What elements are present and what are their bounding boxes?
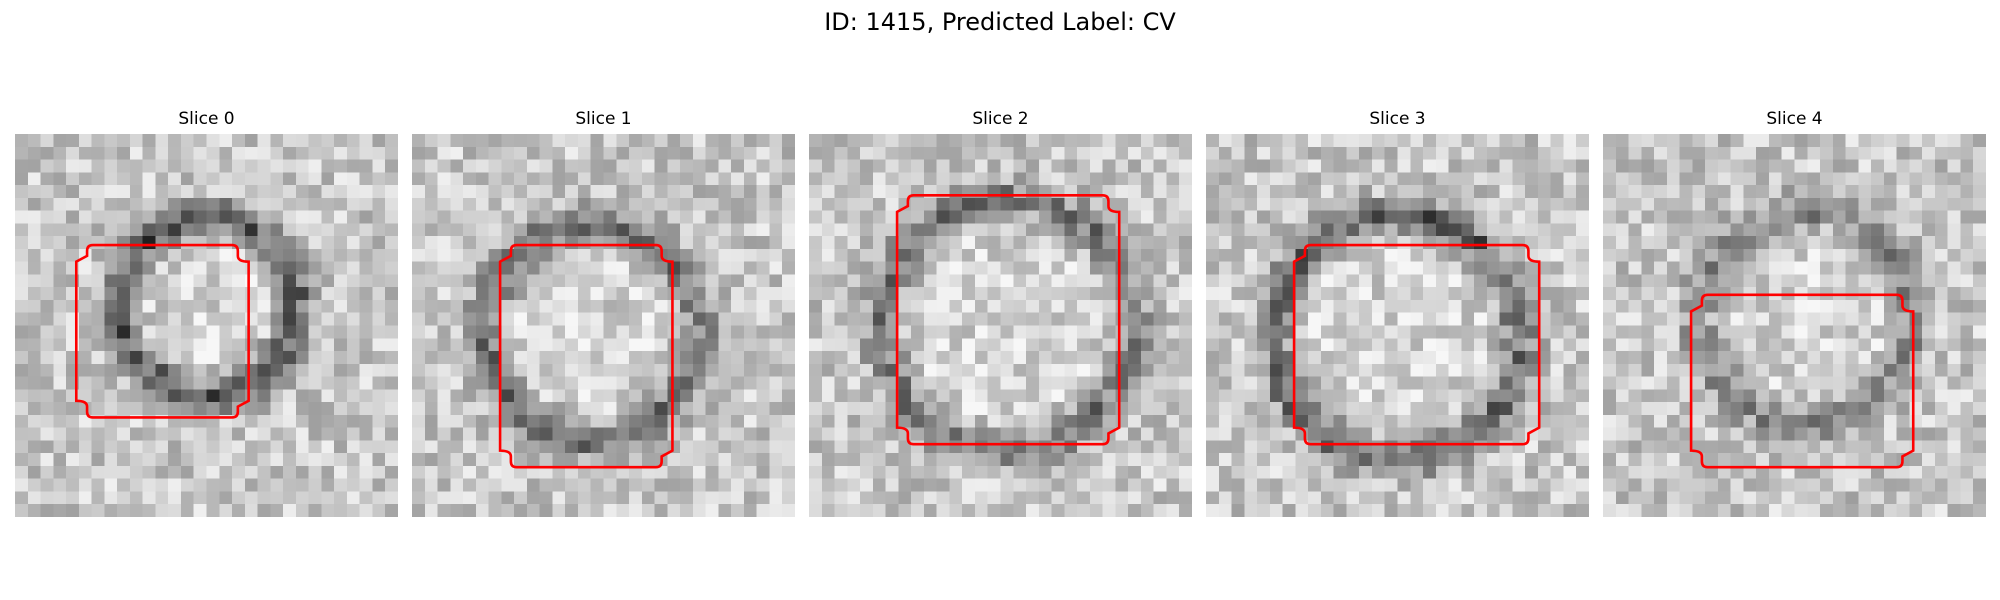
slice-panel-1: Slice 1 bbox=[412, 108, 795, 517]
segmentation-contour bbox=[498, 243, 674, 469]
red-contour-path bbox=[74, 243, 250, 419]
grayscale-slice bbox=[1603, 134, 1986, 517]
red-contour-path bbox=[1292, 243, 1541, 446]
segmentation-contour bbox=[74, 243, 250, 419]
slice-image bbox=[412, 134, 795, 517]
slice-title: Slice 4 bbox=[1766, 109, 1823, 129]
slice-panel-3: Slice 3 bbox=[1206, 108, 1589, 517]
segmentation-contour bbox=[1292, 243, 1541, 446]
grayscale-slice bbox=[1206, 134, 1589, 517]
slice-image bbox=[1603, 134, 1986, 517]
red-contour-path bbox=[498, 243, 674, 469]
red-contour-path bbox=[895, 193, 1121, 446]
figure-title: ID: 1415, Predicted Label: CV bbox=[824, 8, 1176, 36]
grayscale-slice bbox=[15, 134, 398, 517]
slice-title: Slice 1 bbox=[575, 109, 632, 129]
slice-title: Slice 3 bbox=[1369, 109, 1426, 129]
grayscale-slice bbox=[809, 134, 1192, 517]
slice-panel-0: Slice 0 bbox=[15, 108, 398, 517]
slice-image bbox=[15, 134, 398, 517]
slice-title: Slice 0 bbox=[178, 109, 235, 129]
slice-image bbox=[1206, 134, 1589, 517]
slice-panel-2: Slice 2 bbox=[809, 108, 1192, 517]
slice-title: Slice 2 bbox=[972, 109, 1029, 129]
red-contour-path bbox=[1689, 293, 1915, 469]
segmentation-contour bbox=[895, 193, 1121, 446]
grayscale-slice bbox=[412, 134, 795, 517]
segmentation-contour bbox=[1689, 293, 1915, 469]
slice-image bbox=[809, 134, 1192, 517]
slice-panel-4: Slice 4 bbox=[1603, 108, 1986, 517]
